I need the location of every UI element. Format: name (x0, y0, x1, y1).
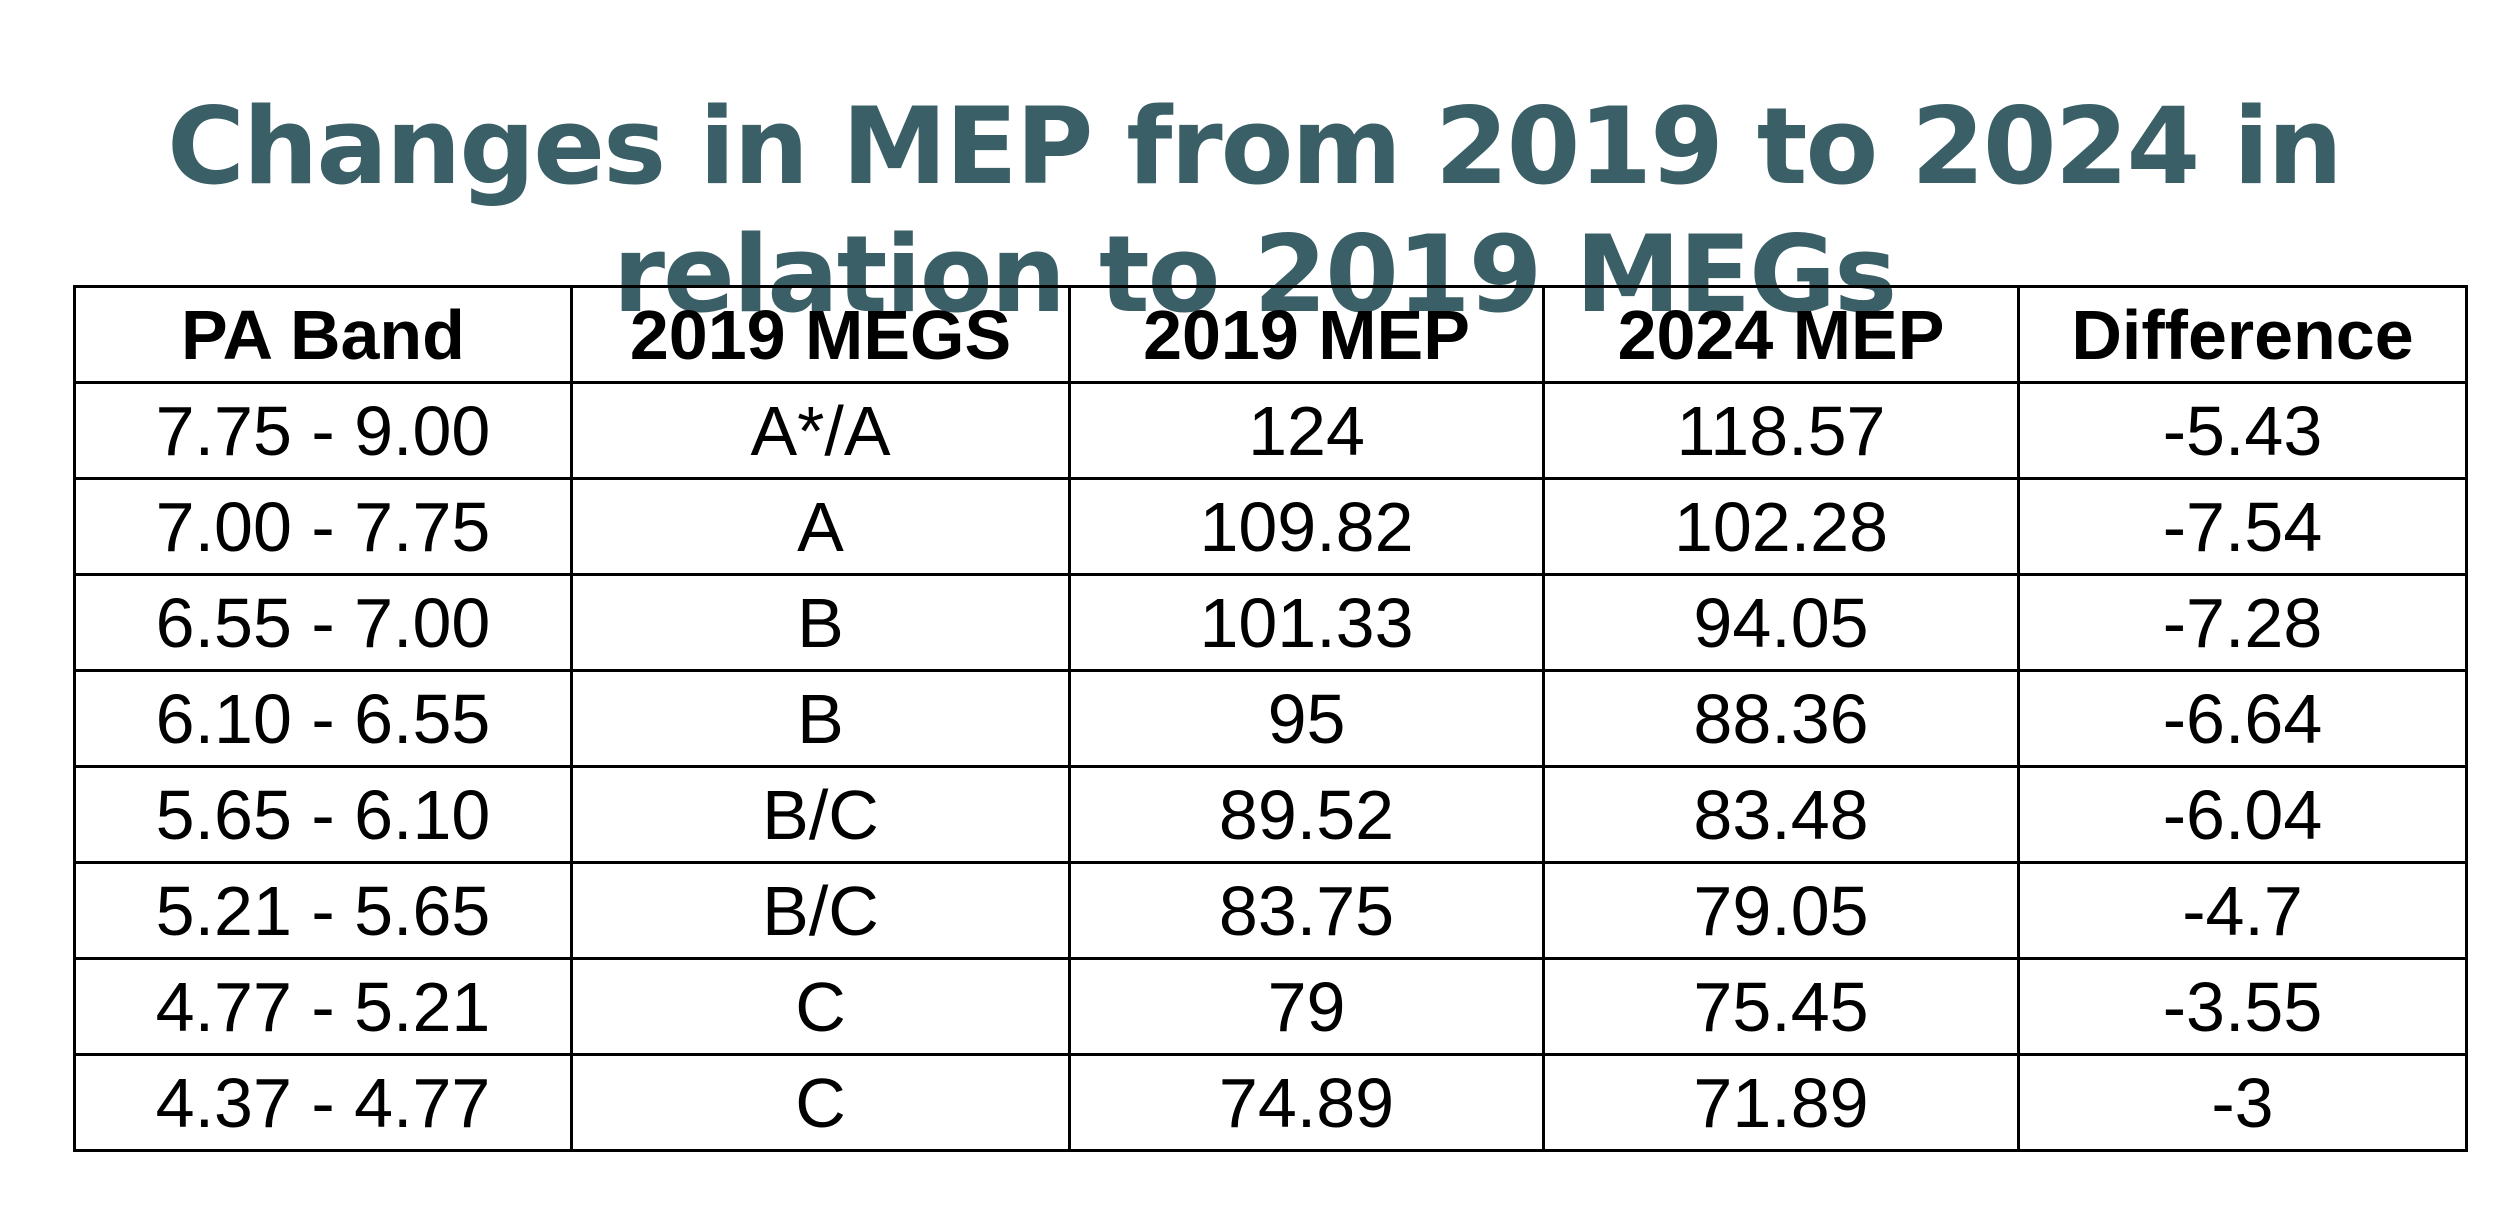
cell-pa-band: 7.00 - 7.75 (73, 477, 573, 576)
cell-2019-megs: C (570, 1053, 1071, 1152)
cell-pa-band: 4.37 - 4.77 (73, 1053, 573, 1152)
cell-pa-band: 6.10 - 6.55 (73, 669, 573, 768)
table-row: 4.77 - 5.21 C 79 75.45 -3.55 (73, 957, 2468, 1056)
cell-2019-megs: B/C (570, 861, 1071, 960)
cell-2019-mep: 124 (1068, 381, 1545, 480)
cell-pa-band: 6.55 - 7.00 (73, 573, 573, 672)
cell-pa-band: 5.65 - 6.10 (73, 765, 573, 864)
header-2019-megs: 2019 MEGS (570, 285, 1071, 384)
cell-2019-megs: B (570, 669, 1071, 768)
cell-pa-band: 5.21 - 5.65 (73, 861, 573, 960)
cell-difference: -7.28 (2017, 573, 2468, 672)
cell-2019-mep: 74.89 (1068, 1053, 1545, 1152)
table-row: 5.21 - 5.65 B/C 83.75 79.05 -4.7 (73, 861, 2468, 960)
cell-2024-mep: 71.89 (1542, 1053, 2020, 1152)
header-difference: Difference (2017, 285, 2468, 384)
cell-difference: -6.04 (2017, 765, 2468, 864)
cell-2019-megs: C (570, 957, 1071, 1056)
cell-2024-mep: 102.28 (1542, 477, 2020, 576)
cell-2024-mep: 118.57 (1542, 381, 2020, 480)
cell-2024-mep: 83.48 (1542, 765, 2020, 864)
page-title: Changes in MEP from 2019 to 2024 in rela… (0, 83, 2508, 339)
cell-2024-mep: 79.05 (1542, 861, 2020, 960)
cell-2019-mep: 89.52 (1068, 765, 1545, 864)
cell-2024-mep: 75.45 (1542, 957, 2020, 1056)
header-2019-mep: 2019 MEP (1068, 285, 1545, 384)
cell-pa-band: 7.75 - 9.00 (73, 381, 573, 480)
cell-pa-band: 4.77 - 5.21 (73, 957, 573, 1056)
cell-2019-mep: 95 (1068, 669, 1545, 768)
cell-2019-megs: B/C (570, 765, 1071, 864)
cell-2019-megs: A*/A (570, 381, 1071, 480)
cell-difference: -5.43 (2017, 381, 2468, 480)
table-row: 6.55 - 7.00 B 101.33 94.05 -7.28 (73, 573, 2468, 672)
table-row: 6.10 - 6.55 B 95 88.36 -6.64 (73, 669, 2468, 768)
table-row: 4.37 - 4.77 C 74.89 71.89 -3 (73, 1053, 2468, 1152)
cell-2019-mep: 83.75 (1068, 861, 1545, 960)
table-row: 5.65 - 6.10 B/C 89.52 83.48 -6.04 (73, 765, 2468, 864)
cell-difference: -7.54 (2017, 477, 2468, 576)
cell-difference: -6.64 (2017, 669, 2468, 768)
cell-2019-mep: 79 (1068, 957, 1545, 1056)
cell-difference: -3.55 (2017, 957, 2468, 1056)
cell-difference: -3 (2017, 1053, 2468, 1152)
cell-difference: -4.7 (2017, 861, 2468, 960)
cell-2019-mep: 109.82 (1068, 477, 1545, 576)
header-pa-band: PA Band (73, 285, 573, 384)
cell-2019-megs: A (570, 477, 1071, 576)
mep-table: PA Band 2019 MEGS 2019 MEP 2024 MEP Diff… (73, 285, 2468, 1152)
cell-2019-mep: 101.33 (1068, 573, 1545, 672)
table-row: 7.75 - 9.00 A*/A 124 118.57 -5.43 (73, 381, 2468, 480)
table-row: 7.00 - 7.75 A 109.82 102.28 -7.54 (73, 477, 2468, 576)
cell-2024-mep: 88.36 (1542, 669, 2020, 768)
table-header-row: PA Band 2019 MEGS 2019 MEP 2024 MEP Diff… (73, 285, 2468, 384)
cell-2024-mep: 94.05 (1542, 573, 2020, 672)
header-2024-mep: 2024 MEP (1542, 285, 2020, 384)
title-line-1: Changes in MEP from 2019 to 2024 in (167, 85, 2343, 209)
cell-2019-megs: B (570, 573, 1071, 672)
